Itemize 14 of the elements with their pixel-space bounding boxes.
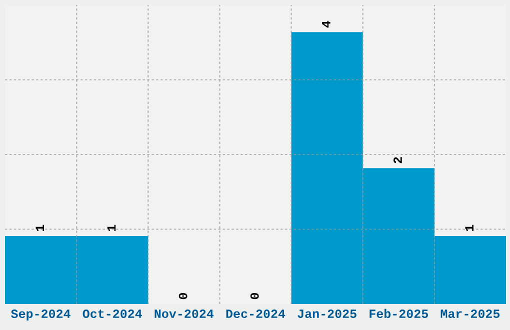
data-label: 0 (178, 293, 188, 300)
x-tick-label: Nov-2024 (154, 310, 214, 318)
x-tick-label: Sep-2024 (11, 310, 70, 321)
x-tick-label: Oct-2024 (82, 310, 142, 318)
data-label: 1 (107, 224, 116, 232)
data-label: 0 (250, 293, 259, 300)
data-label: 4 (322, 20, 330, 28)
data-label: 1 (36, 224, 44, 232)
x-tick-label: Feb-2025 (370, 308, 428, 318)
data-label: 1 (465, 224, 474, 232)
data-label: 2 (394, 157, 402, 164)
x-tick-label: Dec-2024 (226, 310, 286, 318)
x-tick-label: Jan-2025 (298, 310, 356, 318)
x-tick-label: Mar-2025 (440, 310, 500, 318)
